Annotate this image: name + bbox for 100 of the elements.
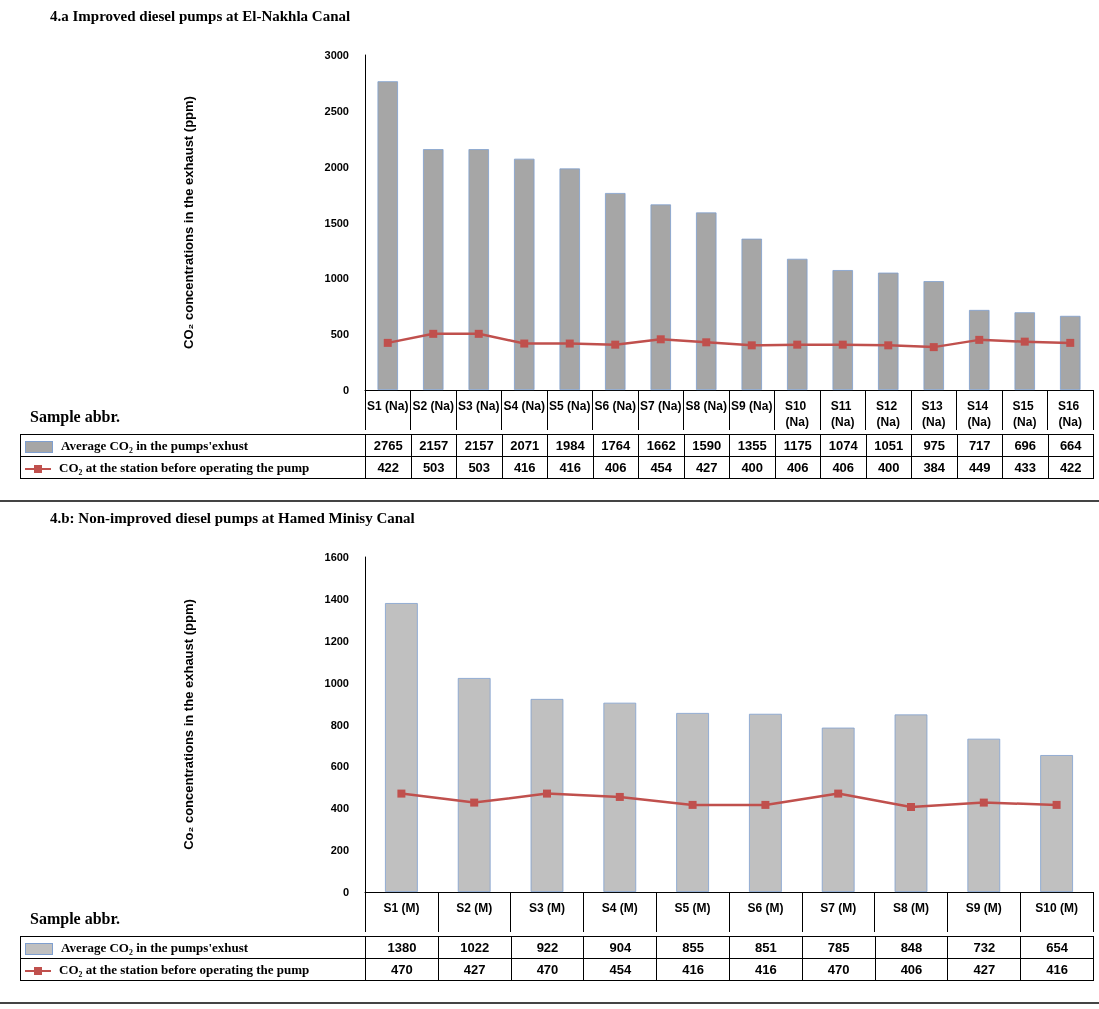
data-label: 449 (957, 456, 1003, 479)
data-label: 406 (775, 456, 821, 479)
bar (605, 193, 626, 390)
data-label: 732 (947, 936, 1021, 959)
legend-label: Average CO₂ in the pumps'exhust (61, 437, 249, 453)
data-label: 422 (1048, 456, 1094, 479)
x-tick-label: S1 (Na) (367, 399, 409, 413)
data-label: 1074 (820, 434, 866, 457)
data-label: 1355 (729, 434, 775, 457)
bar (787, 258, 808, 390)
data-label: 416 (656, 958, 730, 981)
data-label: 454 (638, 456, 684, 479)
bar (923, 281, 944, 390)
data-label: 454 (583, 958, 657, 981)
data-label: 416 (547, 456, 593, 479)
bar (821, 727, 855, 892)
text: 4.a Improved diesel pumps at El-Nakhla Canal (50, 8, 351, 25)
data-label: 470 (365, 958, 439, 981)
data-label: 975 (911, 434, 957, 457)
y-tick-label: 400 (330, 802, 349, 815)
bar (603, 702, 637, 892)
bar (650, 204, 671, 390)
bar (1014, 312, 1035, 390)
y-tick-label: 1500 (324, 216, 349, 229)
x-tick-label: S8 (M) (893, 901, 929, 915)
y-tick-label: 2000 (324, 160, 349, 173)
data-label: 400 (866, 456, 912, 479)
bar (894, 714, 928, 892)
data-label: 1022 (438, 936, 512, 959)
data-label: 416 (729, 958, 803, 981)
x-tick-label: S14 (Na) (966, 399, 992, 429)
bar (741, 238, 762, 390)
x-tick-label: S8 (Na) (685, 399, 727, 413)
data-label: 503 (456, 456, 502, 479)
x-tick-label: S10 (M) (1035, 901, 1078, 915)
data-label: 654 (1020, 936, 1094, 959)
x-tick-label: S3 (M) (529, 901, 565, 915)
x-tick-label: S2 (Na) (412, 399, 454, 413)
y-tick-label: 200 (330, 844, 349, 857)
bar (385, 603, 418, 892)
data-label: 785 (802, 936, 876, 959)
data-label: 2071 (502, 434, 548, 457)
data-label: 470 (511, 958, 584, 981)
data-label: 851 (729, 936, 803, 959)
bar (878, 272, 899, 390)
x-tick-label: S13 (Na) (921, 399, 947, 429)
y-tick-label: 0 (342, 384, 349, 396)
data-label: 406 (875, 958, 948, 981)
data-label: 400 (729, 456, 775, 479)
data-label: 1175 (775, 434, 821, 457)
legend-label: CO₂ at the station before operating the pump (59, 459, 310, 475)
text: Sample abbr. (30, 407, 121, 426)
y-tick-label: 800 (330, 718, 349, 731)
text: 4.b: Non-improved diesel pumps at Hamed Minisy Canal (50, 510, 415, 527)
y-tick-label: 2500 (324, 104, 349, 117)
bar (514, 158, 535, 390)
legend-label: CO₂ at the station before operating the pump (59, 961, 310, 977)
x-tick-label: S5 (Na) (549, 399, 591, 413)
data-label: 664 (1048, 434, 1094, 457)
bar (530, 698, 564, 892)
data-label: 470 (802, 958, 876, 981)
data-label: 503 (411, 456, 457, 479)
bar (967, 738, 1001, 892)
y-axis-title: CO₂ concentrations in the exhaust (ppm) (181, 96, 196, 349)
bar (468, 149, 489, 390)
y-tick-label: 1000 (324, 676, 349, 689)
bar (457, 678, 491, 892)
x-tick-label: S15 (Na) (1012, 399, 1038, 429)
y-tick-label: 500 (330, 328, 349, 341)
y-tick-label: 1200 (324, 634, 349, 647)
x-tick-label: S9 (M) (965, 901, 1002, 915)
x-tick-label: S1 (M) (383, 901, 420, 915)
x-tick-label: S10 (Na) (784, 399, 810, 429)
y-tick-label: 600 (330, 760, 349, 773)
bar (696, 212, 717, 390)
x-tick-label: S12 (Na) (875, 399, 901, 429)
x-tick-label: S4 (M) (601, 901, 638, 915)
bar (1040, 755, 1073, 892)
data-label: 2157 (456, 434, 502, 457)
x-tick-label: S2 (M) (456, 901, 493, 915)
data-label: 1380 (365, 936, 439, 959)
data-label: 406 (820, 456, 866, 479)
bar (423, 149, 444, 390)
bar (559, 168, 580, 390)
data-label: 855 (656, 936, 730, 959)
data-label: 422 (365, 456, 411, 479)
data-label: 922 (511, 936, 584, 959)
data-label: 696 (1002, 434, 1048, 457)
data-label: 416 (502, 456, 548, 479)
x-tick-label: S5 (M) (674, 901, 711, 915)
data-label: 427 (438, 958, 512, 981)
data-label: 2765 (365, 434, 411, 457)
data-label: 1984 (547, 434, 593, 457)
data-label: 904 (583, 936, 657, 959)
y-tick-label: 1400 (324, 592, 349, 605)
x-tick-label: S6 (M) (747, 901, 784, 915)
x-tick-label: S7 (Na) (640, 399, 682, 413)
bar (377, 81, 398, 390)
y-tick-label: 1600 (324, 551, 349, 563)
y-axis-title: Co₂ concentrations in the exhaust (ppm) (181, 599, 196, 850)
